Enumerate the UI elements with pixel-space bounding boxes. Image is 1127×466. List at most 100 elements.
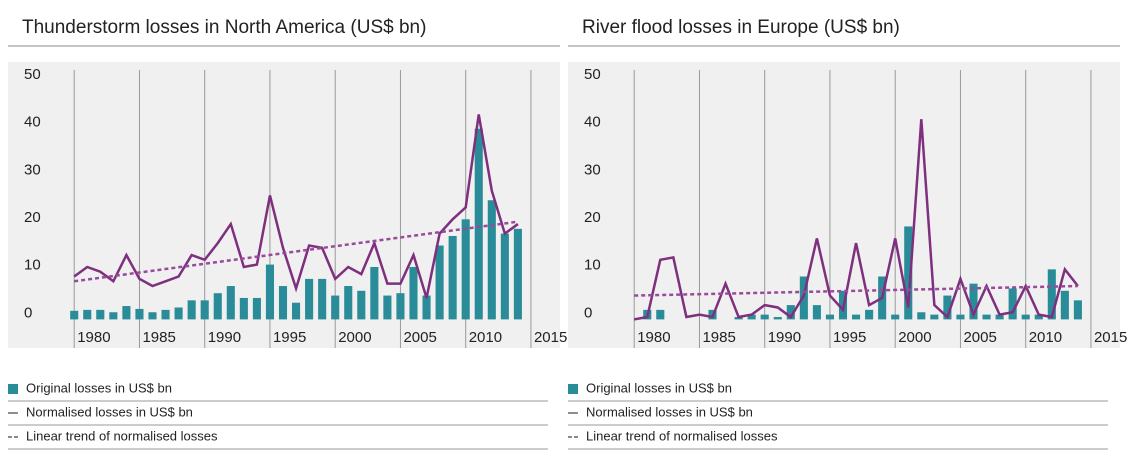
y-tick-label: 50 <box>584 66 601 83</box>
x-tick-label: 1990 <box>768 329 801 346</box>
y-tick-label: 20 <box>584 209 601 226</box>
bar <box>422 295 431 320</box>
bar <box>891 314 900 320</box>
legend-label: Original losses in US$ bn <box>26 380 172 395</box>
legend-swatch <box>8 384 18 394</box>
bar <box>917 312 926 320</box>
x-tick-label: 1985 <box>702 329 735 346</box>
bar <box>200 300 209 320</box>
line <box>633 119 1079 321</box>
bar <box>904 226 913 320</box>
bar <box>1034 314 1043 320</box>
bar <box>83 309 92 320</box>
x-tick-label: 1985 <box>142 329 175 346</box>
x-tick-label: 1990 <box>208 329 241 346</box>
legend-label: Normalised losses in US$ bn <box>26 404 193 419</box>
bar <box>786 305 795 320</box>
x-tick-label: 2015 <box>534 329 567 346</box>
bar <box>109 312 118 320</box>
legend-swatch <box>568 384 578 394</box>
bar <box>370 266 379 320</box>
legend-label: Normalised losses in US$ bn <box>586 404 753 419</box>
chart-panel: Thunderstorm losses in North America (US… <box>8 17 567 450</box>
trend-line <box>74 220 519 283</box>
bar <box>448 235 457 320</box>
y-tick-label: 0 <box>584 304 592 321</box>
x-tick-label: 2000 <box>338 329 371 346</box>
bar <box>930 314 939 320</box>
bar <box>265 264 274 320</box>
trend-line <box>634 284 1078 297</box>
x-tick-label: 2000 <box>898 329 931 346</box>
x-tick-label: 2005 <box>963 329 996 346</box>
bar <box>383 295 392 320</box>
bar <box>148 312 157 320</box>
x-tick-label: 2010 <box>469 329 502 346</box>
bar <box>435 245 444 320</box>
x-tick-label: 2005 <box>403 329 436 346</box>
x-tick-label: 1995 <box>273 329 306 346</box>
bar <box>474 128 483 320</box>
y-tick-label: 50 <box>24 66 41 83</box>
bar <box>852 314 861 320</box>
y-tick-label: 0 <box>24 304 32 321</box>
line <box>73 114 519 299</box>
bar <box>239 297 248 320</box>
bar <box>1047 269 1056 320</box>
bar <box>96 309 105 320</box>
legend-label: Original losses in US$ bn <box>586 380 732 395</box>
bar <box>812 305 821 320</box>
bar <box>1060 290 1069 320</box>
bar <box>292 302 301 320</box>
bar <box>747 314 756 320</box>
bar <box>187 300 196 320</box>
bar <box>213 293 222 320</box>
bar <box>982 314 991 320</box>
y-tick-label: 10 <box>24 257 41 274</box>
y-tick-label: 40 <box>584 114 601 131</box>
bar <box>70 310 79 320</box>
y-tick-label: 40 <box>24 114 41 131</box>
y-tick-label: 20 <box>24 209 41 226</box>
bar <box>656 309 665 320</box>
x-tick-label: 2010 <box>1029 329 1062 346</box>
x-tick-label: 1980 <box>637 329 670 346</box>
bar <box>825 314 834 320</box>
x-tick-label: 1995 <box>833 329 866 346</box>
bar <box>995 314 1004 320</box>
bar <box>773 317 782 320</box>
bar <box>500 233 509 320</box>
x-tick-label: 1980 <box>77 329 110 346</box>
bar <box>357 290 366 320</box>
bar <box>252 297 261 320</box>
bar <box>969 283 978 320</box>
bar <box>226 286 235 320</box>
bar <box>161 309 170 320</box>
bar <box>344 286 353 320</box>
y-tick-label: 10 <box>584 257 601 274</box>
bar <box>461 219 470 320</box>
bar <box>331 295 340 320</box>
chart-panel: River flood losses in Europe (US$ bn) 198… <box>568 17 1127 450</box>
bar <box>396 293 405 320</box>
bar <box>1008 288 1017 320</box>
bar <box>409 266 418 320</box>
bar <box>135 308 144 320</box>
bar <box>278 286 288 320</box>
bar <box>760 314 769 320</box>
bar <box>487 200 496 320</box>
bar <box>1073 300 1082 320</box>
bar <box>956 314 965 320</box>
bar <box>513 228 522 320</box>
bar <box>174 307 183 320</box>
bar <box>305 278 314 320</box>
legend-label: Linear trend of normalised losses <box>26 428 218 443</box>
bar <box>318 278 327 320</box>
bar <box>865 309 874 320</box>
y-tick-label: 30 <box>584 161 601 178</box>
chart-title: Thunderstorm losses in North America (US… <box>22 17 426 38</box>
bar <box>122 306 131 320</box>
chart-title: River flood losses in Europe (US$ bn) <box>582 17 900 38</box>
bar <box>943 295 952 320</box>
